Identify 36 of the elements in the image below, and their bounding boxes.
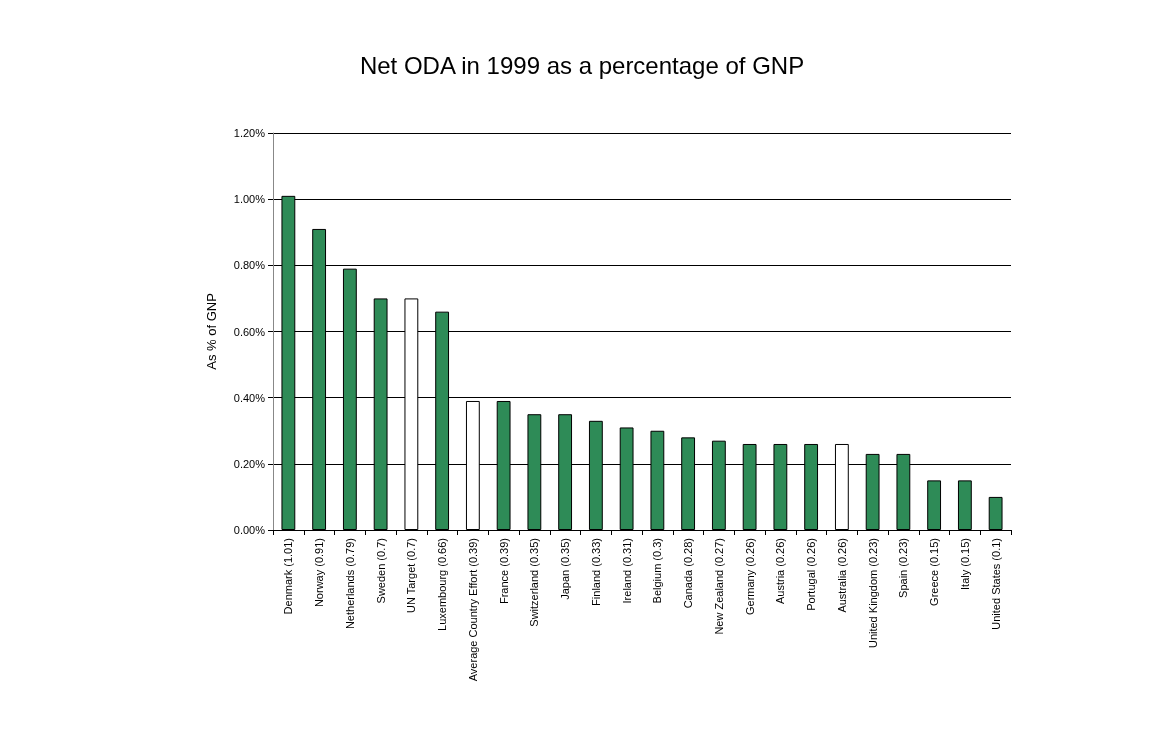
- x-tick-label: Greece (0.15): [928, 538, 941, 606]
- chart-title: Net ODA in 1999 as a percentage of GNP: [359, 51, 805, 79]
- x-tick-label: Austria (0.26): [774, 538, 787, 605]
- x-tick-label: Belgium (0.3): [651, 538, 664, 604]
- x-tick-label: Luxembourg (0.66): [436, 538, 449, 631]
- bar: [927, 480, 942, 530]
- x-tick-label: Spain (0.23): [897, 538, 910, 598]
- x-tick-label: Average Country Effort (0.39): [466, 538, 479, 682]
- x-tick-label: Germany (0.26): [743, 538, 756, 616]
- x-tick-label: Finland (0.33): [589, 538, 602, 606]
- x-tick-label: Switzerland (0.35): [528, 538, 541, 627]
- x-tick-label: Sweden (0.7): [374, 538, 387, 604]
- x-tick-label: France (0.39): [497, 538, 510, 605]
- y-tick-label: 1.20%: [233, 127, 266, 139]
- x-tick-label: Italy (0.15): [958, 538, 971, 590]
- x-tick-label: UN Target (0.7): [405, 538, 418, 613]
- x-tick-label: Portugal (0.26): [805, 538, 818, 611]
- x-tick-label: United States (0.1): [989, 538, 1002, 630]
- x-tick-label: Japan (0.35): [559, 538, 572, 600]
- y-axis-title: As % of GNP: [204, 293, 219, 370]
- y-tick-label: 0.20%: [233, 457, 266, 470]
- x-tick-label: Canada (0.28): [682, 538, 695, 609]
- x-tick-label: Norway (0.91): [313, 538, 326, 608]
- bar: [988, 496, 1003, 530]
- y-tick-label: 0.40%: [233, 391, 266, 404]
- bar: [957, 480, 972, 530]
- y-tick-label: 1.00%: [233, 193, 266, 206]
- y-tick-label: 0.00%: [233, 524, 266, 536]
- x-tick-label: United Kingdom (0.23): [866, 538, 879, 649]
- x-tick-label: New Zealand (0.27): [712, 538, 725, 635]
- x-tick-label: Netherlands (0.79): [343, 538, 356, 630]
- x-tick-label: Denmark (1.01): [282, 538, 295, 615]
- x-tick-label: Australia (0.26): [835, 538, 848, 613]
- y-tick-label: 0.60%: [233, 325, 266, 338]
- x-tick-label: Ireland (0.31): [620, 538, 633, 604]
- y-tick-label: 0.80%: [233, 259, 266, 272]
